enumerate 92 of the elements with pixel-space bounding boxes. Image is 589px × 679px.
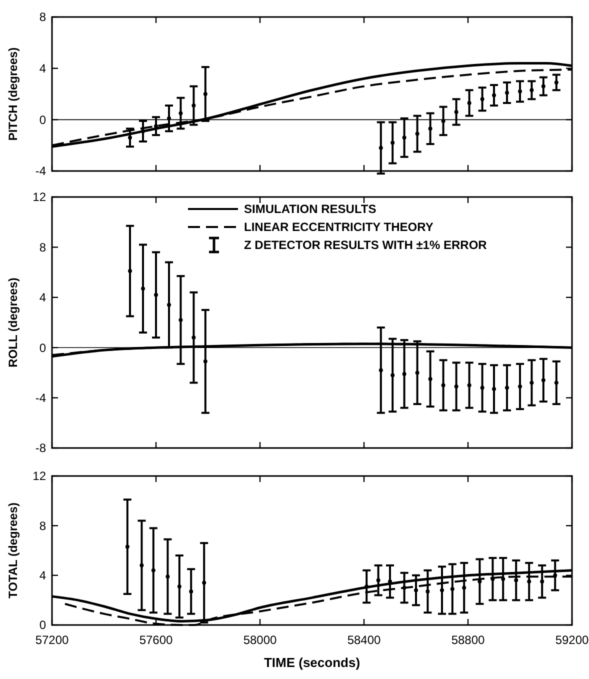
point: [518, 89, 522, 94]
point: [428, 126, 432, 131]
point: [154, 292, 158, 297]
y-tick-label: 0: [39, 112, 46, 127]
y-tick-label: 4: [39, 62, 46, 76]
legend-label: Z DETECTOR RESULTS WITH ±1% ERROR: [244, 238, 488, 252]
point: [467, 100, 472, 105]
point: [402, 136, 406, 140]
point: [125, 544, 130, 549]
point: [540, 580, 544, 584]
point: [514, 578, 518, 582]
y-tick-label: 8: [39, 518, 46, 533]
point: [518, 384, 522, 389]
point: [492, 93, 496, 98]
x-tick-label: 57200: [35, 633, 70, 647]
x-tick-label: 57600: [139, 633, 174, 647]
point: [202, 580, 206, 585]
y-axis-title: TOTAL (degrees): [6, 502, 20, 599]
y-tick-label: 4: [39, 568, 46, 583]
point: [390, 373, 395, 378]
point: [128, 269, 132, 274]
point: [154, 124, 158, 128]
legend-label: LINEAR ECCENTRICITY THEORY: [244, 220, 434, 234]
point: [505, 386, 509, 390]
point: [203, 92, 208, 96]
y-tick-label: 8: [39, 10, 46, 24]
point: [192, 336, 196, 340]
point: [505, 90, 509, 95]
point: [454, 384, 458, 389]
point: [492, 387, 496, 392]
point: [141, 129, 145, 134]
point: [426, 589, 430, 594]
point: [151, 568, 156, 572]
point: [527, 580, 532, 584]
point: [428, 376, 432, 381]
y-tick-label: -8: [35, 441, 46, 456]
point: [128, 136, 132, 140]
point: [414, 588, 418, 592]
y-tick-label: 12: [32, 469, 46, 484]
point: [462, 586, 466, 590]
x-tick-label: 58800: [451, 633, 486, 647]
point: [178, 318, 183, 322]
point: [376, 578, 380, 582]
point: [189, 589, 194, 594]
point: [378, 368, 383, 372]
point: [441, 118, 446, 123]
point: [480, 97, 484, 102]
point: [501, 577, 506, 582]
y-tick-label: 12: [32, 190, 46, 204]
x-tick-label: 59200: [555, 633, 589, 647]
point: [441, 383, 446, 388]
point: [541, 84, 546, 88]
y-tick-label: 4: [39, 290, 46, 305]
x-tick-label: 58400: [347, 633, 382, 647]
point: [467, 383, 472, 388]
point: [140, 563, 144, 568]
point: [167, 302, 171, 307]
point: [378, 146, 383, 150]
point: [530, 88, 534, 92]
point: [141, 286, 145, 291]
x-axis-title: TIME (seconds): [264, 655, 360, 670]
point: [553, 573, 558, 578]
point: [554, 380, 558, 385]
y-tick-label: 0: [39, 618, 46, 632]
point: [450, 586, 454, 591]
point: [402, 372, 406, 376]
point: [554, 80, 558, 84]
legend-label: SIMULATION RESULTS: [244, 202, 376, 216]
x-tick-label: 58000: [243, 633, 278, 647]
point: [440, 588, 444, 592]
point: [203, 359, 208, 364]
point: [177, 584, 182, 589]
point: [390, 140, 395, 145]
point: [178, 111, 183, 116]
point: [364, 584, 369, 589]
y-tick-label: -4: [35, 164, 46, 178]
point: [167, 116, 171, 120]
point: [480, 386, 484, 390]
y-tick-label: 0: [39, 340, 46, 355]
point: [530, 380, 534, 385]
y-tick-label: -4: [35, 391, 46, 405]
point: [402, 586, 406, 590]
point: [478, 580, 482, 584]
point: [192, 104, 196, 108]
point: [415, 132, 420, 136]
y-tick-label: 8: [39, 240, 46, 254]
point: [454, 110, 458, 114]
point: [415, 370, 420, 375]
y-axis-title: PITCH (degrees): [6, 47, 20, 141]
point: [541, 378, 546, 382]
y-axis-title: ROLL (degrees): [6, 278, 20, 368]
point: [166, 574, 170, 579]
